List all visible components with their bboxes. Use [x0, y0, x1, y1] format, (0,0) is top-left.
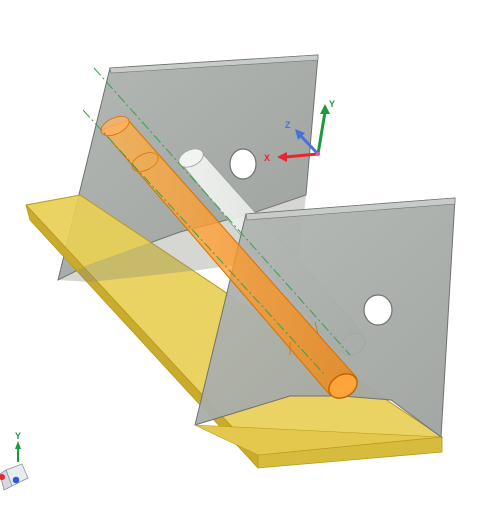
side-plate-front[interactable] — [194, 197, 456, 438]
hole-back-plate — [229, 148, 257, 180]
shaft-pin-selected[interactable] — [98, 112, 361, 403]
selected-pin-end — [328, 373, 358, 399]
centerline — [82, 67, 351, 376]
view-cube-y-label: Y — [15, 431, 21, 441]
triad-z-label: Z — [285, 120, 291, 130]
base-plate-front-strip — [194, 424, 442, 456]
triad-y-label: Y — [329, 99, 335, 109]
view-cube[interactable]: Y — [0, 431, 29, 491]
coordinate-triad: Y X Z — [264, 99, 335, 163]
triad-x-label: X — [264, 153, 270, 163]
hole-front-plate — [363, 294, 393, 326]
